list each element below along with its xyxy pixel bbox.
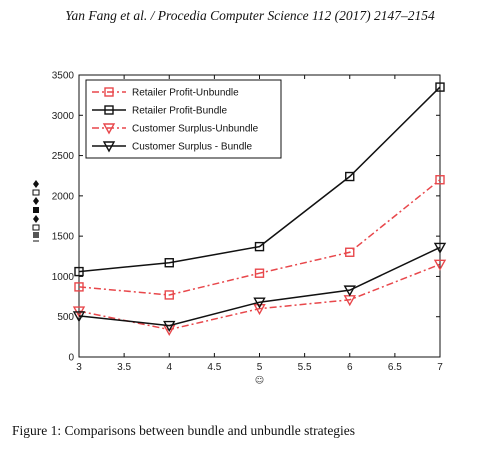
- series-2-point: [435, 82, 445, 92]
- y-label-glyph-block: [33, 207, 39, 213]
- series-4-point: [163, 320, 176, 333]
- x-tick-label: 7: [437, 362, 443, 373]
- x-tick-label: 5.5: [298, 362, 312, 373]
- legend-label-3: Customer Surplus-Unbundle: [132, 124, 259, 135]
- legend-label-4: Customer Surplus - Bundle: [132, 142, 252, 153]
- series-2-point: [345, 171, 355, 182]
- y-tick-label: 2000: [52, 191, 75, 202]
- x-tick-label: 6.5: [388, 362, 402, 373]
- series-1-point: [254, 268, 265, 278]
- x-tick-label: 4.5: [207, 362, 221, 373]
- legend-label-1: Retailer Profit-Unbundle: [132, 88, 239, 99]
- chart-axes: 3 3.5 4 4.5 5 5.5 6 6.5 7 0 500 1000 1500 2000 2500 300…: [52, 71, 443, 387]
- series-4-point: [253, 297, 266, 309]
- legend-label-2: Retailer Profit-Bundle: [132, 106, 227, 117]
- y-label-glyph-diamond: [33, 180, 39, 188]
- y-label-glyph-square: [32, 224, 40, 231]
- x-tick-label: 3.5: [117, 362, 131, 373]
- series-2-point: [164, 258, 174, 268]
- series-4-point: [343, 285, 356, 297]
- series-1-point: [345, 247, 355, 257]
- series-line-3: [78, 263, 441, 331]
- legend-marker-2: [104, 105, 114, 115]
- chart-legend: Retailer Profit-Unbundle Retailer Profit-…: [85, 79, 282, 159]
- series-1-point: [164, 290, 174, 300]
- y-tick-label: 1000: [52, 272, 75, 283]
- chart-series: [72, 82, 447, 337]
- x-tick-label: 4: [166, 362, 172, 373]
- y-label-glyph-square: [32, 189, 40, 196]
- y-tick-label: 3000: [52, 111, 75, 122]
- x-tick-label: 3: [76, 362, 82, 373]
- series-4-point: [72, 311, 86, 323]
- series-4-point: [433, 242, 447, 254]
- y-tick-label: 3500: [52, 71, 75, 82]
- y-tick-label: 1500: [52, 232, 75, 243]
- series-line-1: [78, 179, 441, 296]
- y-tick-label: 0: [68, 353, 74, 364]
- y-label-glyph-diamond: [33, 215, 39, 223]
- figure-caption: Figure 1: Comparisons between bundle and…: [12, 423, 356, 438]
- series-line-4: [78, 246, 441, 327]
- series-3-point: [433, 259, 447, 271]
- series-2-point: [254, 241, 265, 252]
- series-2-point: [74, 266, 84, 277]
- series-1-point: [74, 282, 84, 292]
- x-tick-label: 5: [257, 362, 263, 373]
- legend-marker-4: [102, 141, 116, 153]
- series-line-2: [78, 86, 441, 273]
- legend-marker-1: [104, 87, 114, 97]
- y-label-glyph-diamond: [33, 197, 39, 205]
- y-label-glyph-block: [33, 232, 39, 238]
- running-header: Yan Fang et al. / Procedia Computer Scie…: [65, 8, 435, 23]
- y-tick-label: 2500: [52, 151, 75, 162]
- x-tick-label: 6: [347, 362, 353, 373]
- x-axis-label: ☺: [255, 375, 264, 386]
- y-tick-label: 500: [57, 312, 74, 323]
- y-axis-label: [32, 180, 40, 242]
- legend-box: [85, 79, 282, 159]
- series-3-point: [253, 303, 266, 316]
- series-1-point: [435, 175, 445, 185]
- legend-marker-3: [102, 123, 116, 135]
